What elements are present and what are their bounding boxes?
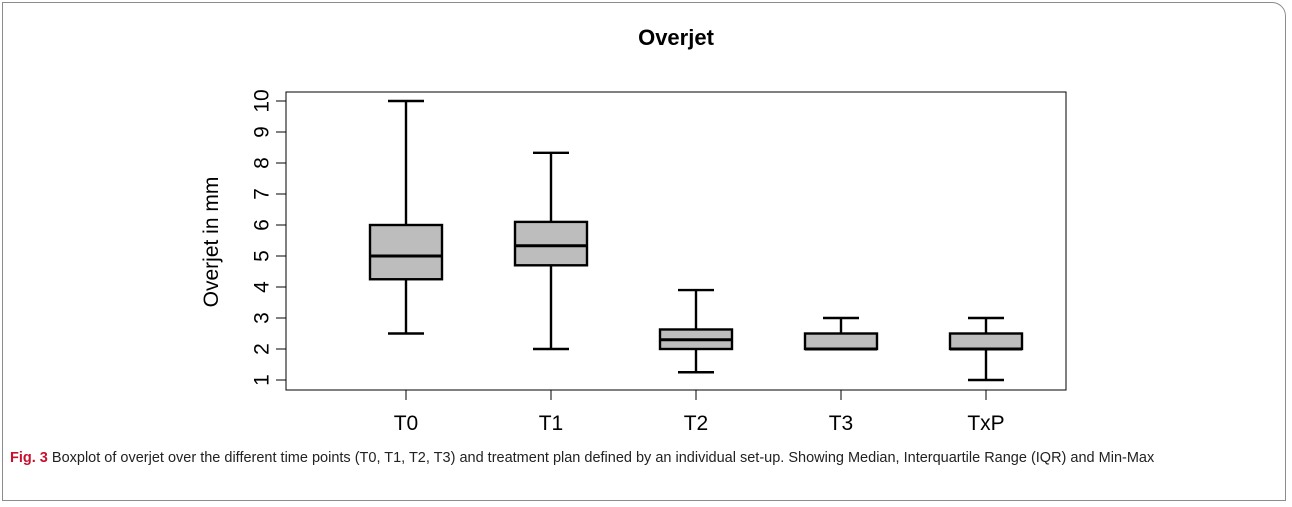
y-tick-label: 8 (251, 157, 274, 169)
x-axis: T0 T1 T2 T3 TxP (394, 390, 1005, 435)
y-tick-label: 3 (251, 312, 274, 324)
x-tick-label: T1 (539, 412, 564, 435)
box-t3 (803, 316, 879, 351)
y-tick-label: 10 (251, 89, 274, 112)
box-txp (948, 316, 1024, 382)
y-axis: 1 2 3 4 5 6 7 8 9 10 (251, 89, 286, 386)
y-axis-label: Overjet in mm (200, 177, 223, 308)
iqr-box (948, 332, 1024, 351)
x-tick-label: T3 (829, 412, 854, 435)
y-tick-label: 5 (251, 250, 274, 262)
chart-title: Overjet (638, 25, 714, 50)
iqr-box (368, 223, 444, 281)
boxes-group (368, 99, 1024, 382)
y-tick-label: 9 (251, 126, 274, 138)
iqr-box (513, 220, 589, 267)
figure-label: Fig. 3 (10, 450, 48, 466)
plot-area-border (285, 91, 1067, 391)
box-t1 (513, 151, 589, 351)
box-t0 (368, 99, 444, 335)
figure-caption: Fig. 3 Boxplot of overjet over the diffe… (10, 448, 1280, 469)
y-tick-label: 4 (251, 281, 274, 293)
y-tick-label: 6 (251, 219, 274, 231)
y-tick-label: 2 (251, 343, 274, 355)
x-tick-label: T0 (394, 412, 419, 435)
figure-frame (2, 2, 1286, 501)
y-tick-label: 7 (251, 188, 274, 200)
figure-caption-text: Boxplot of overjet over the different ti… (51, 450, 1155, 466)
x-tick-label: T2 (684, 412, 709, 435)
y-tick-label: 1 (251, 374, 274, 386)
box-t2 (658, 288, 734, 374)
x-tick-label: TxP (967, 412, 1004, 435)
iqr-box (803, 332, 879, 351)
boxplot-chart: Overjet Overjet in mm 1 2 3 4 5 6 7 8 9 10 T0 T1 T2… (200, 25, 1067, 435)
